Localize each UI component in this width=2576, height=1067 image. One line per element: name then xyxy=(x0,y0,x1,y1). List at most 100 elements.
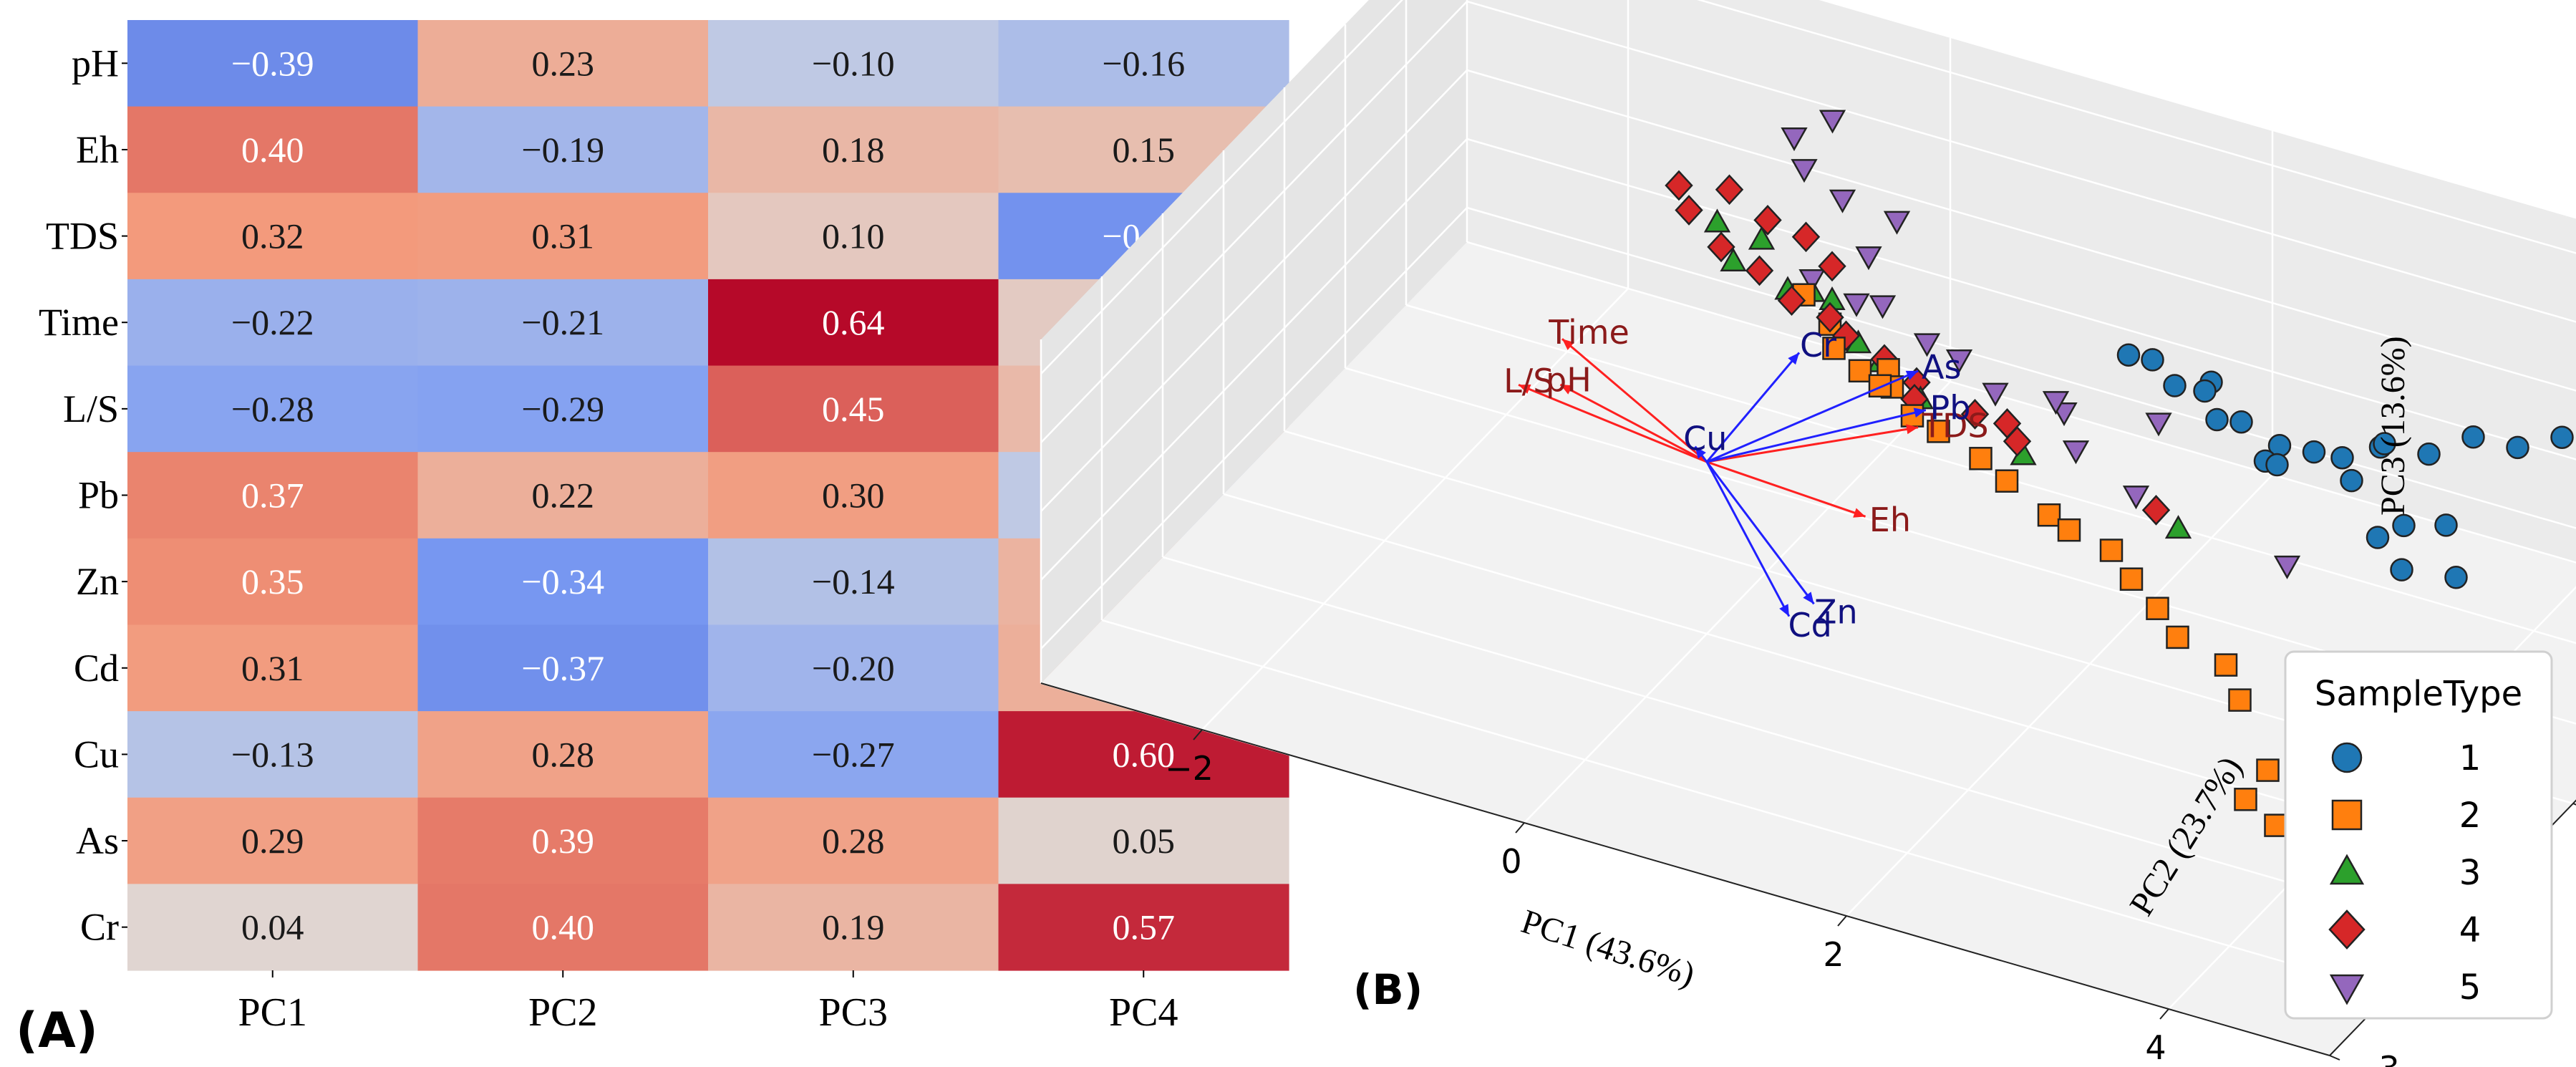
heatmap-cell xyxy=(417,797,709,884)
x-tick-label: 2 xyxy=(1823,935,1844,974)
grid-line xyxy=(1405,304,2576,644)
cell-value-label: 0.39 xyxy=(532,821,595,861)
cell-value-label: −0.39 xyxy=(231,43,314,83)
column-label-pc1: PC1 xyxy=(238,990,308,1035)
heatmap-cell xyxy=(127,365,419,453)
sample-point-type-4 xyxy=(2003,425,2032,457)
heatmap-cell xyxy=(127,452,419,539)
cell-value-label: −0.21 xyxy=(521,302,604,342)
legend: SampleType 1 2 3 4 5 xyxy=(2284,650,2553,1020)
vector-arrowhead xyxy=(1519,384,1531,394)
legend-marker-2 xyxy=(2331,799,2363,831)
vector-eh xyxy=(1706,460,1866,518)
sample-point-type-2 xyxy=(2057,518,2081,542)
x-tick-mark xyxy=(1515,822,1525,834)
sample-point-type-2 xyxy=(2214,653,2238,677)
sample-point-type-1 xyxy=(2302,440,2326,464)
grid-line xyxy=(1162,556,2452,931)
cell-value-label: 0.04 xyxy=(241,907,304,947)
heatmap-cell xyxy=(417,624,709,712)
legend-marker-5 xyxy=(2329,974,2365,1005)
legend-entry-label: 4 xyxy=(2459,910,2481,950)
cell-value-label: 0.10 xyxy=(822,216,885,256)
grid-line xyxy=(1040,69,1468,512)
column-label-pc4: PC4 xyxy=(1109,990,1178,1035)
sample-point-type-5 xyxy=(1945,349,1973,373)
heatmap-cell xyxy=(417,538,709,626)
vector-cr xyxy=(1705,352,1801,463)
row-label-eh: Eh xyxy=(76,128,119,171)
sample-point-type-3 xyxy=(1720,247,1747,271)
vector-arrowhead xyxy=(1913,407,1926,418)
heatmap-cell xyxy=(998,884,1289,971)
sample-point-type-5 xyxy=(1869,295,1897,319)
sample-point-type-2 xyxy=(2234,788,2257,811)
cell-value-label: 0.32 xyxy=(241,216,304,256)
column-label-pc2: PC2 xyxy=(528,990,598,1035)
sample-point-type-5 xyxy=(2145,412,2172,437)
cell-value-label: 0.23 xyxy=(532,43,595,83)
sample-point-type-2 xyxy=(2228,688,2252,712)
vector-cd xyxy=(1705,461,1791,617)
sample-point-type-5 xyxy=(2273,555,2301,579)
cell-value-label: 0.28 xyxy=(532,734,595,774)
sample-point-type-4 xyxy=(1665,170,1693,201)
cell-value-label: 0.28 xyxy=(822,821,885,861)
vector-arrowhead xyxy=(1561,339,1574,350)
vector-tds xyxy=(1706,426,1919,463)
vector-arrowhead xyxy=(1695,446,1706,459)
vector-label-cr: Cr xyxy=(1800,326,1836,364)
x-tick-mark xyxy=(2159,1008,2169,1020)
grid-line xyxy=(1101,619,2391,994)
sample-point-type-5 xyxy=(1883,211,1911,235)
vector-arrowhead xyxy=(1853,508,1866,518)
cell-value-label: 0.35 xyxy=(241,561,304,602)
sample-point-type-4 xyxy=(1816,301,1844,333)
heatmap-cell xyxy=(417,884,709,971)
y-tick-mark xyxy=(2572,803,2576,806)
cell-value-label: −0.22 xyxy=(231,302,314,342)
heatmap-cell xyxy=(417,106,709,193)
heatmap-cell xyxy=(417,193,709,280)
vector-label-cd: Cd xyxy=(1788,606,1831,644)
sample-point-type-1 xyxy=(2141,348,2164,372)
cell-value-label: 0.40 xyxy=(532,907,595,947)
sample-point-type-4 xyxy=(1818,251,1846,282)
vector-zn xyxy=(1705,461,1815,605)
sample-point-type-1 xyxy=(2366,526,2390,549)
sample-point-type-5 xyxy=(1798,269,1826,293)
vector-label-as: As xyxy=(1922,347,1961,386)
heatmap-cell xyxy=(417,452,709,539)
heatmap-cell xyxy=(708,279,999,367)
heatmap-cell xyxy=(417,711,709,798)
sample-point-type-5 xyxy=(1855,246,1882,271)
sample-point-type-1 xyxy=(2434,513,2458,537)
heatmap-cell xyxy=(127,106,419,193)
cell-value-label: 0.60 xyxy=(1113,734,1176,774)
3d-axis-panes xyxy=(1041,0,2576,1056)
cell-value-label: −0.28 xyxy=(231,389,314,429)
legend-items: 1 2 3 4 5 xyxy=(2328,738,2481,1008)
vector-arrowhead xyxy=(1560,385,1573,395)
grid-line xyxy=(1466,137,2576,460)
vector-label-l-s: L/S xyxy=(1504,362,1554,400)
cell-value-label: 0.31 xyxy=(532,216,595,256)
cell-value-label: 0.30 xyxy=(822,475,885,516)
cell-value-label: −0.13 xyxy=(231,734,314,774)
cell-value-label: 0.19 xyxy=(822,907,885,947)
heatmap-cell xyxy=(417,279,709,367)
sample-point-type-5 xyxy=(2042,391,2070,415)
sample-point-type-4 xyxy=(1960,399,1990,430)
sample-point-type-3 xyxy=(2164,515,2192,539)
row-label-time: Time xyxy=(39,301,119,344)
sample-point-type-2 xyxy=(2256,758,2280,782)
grid-line xyxy=(1040,1,1468,443)
sample-point-type-5 xyxy=(1781,127,1808,152)
heatmap-cell xyxy=(998,20,1289,107)
sample-point-type-4 xyxy=(2141,495,2171,526)
cell-value-label: 0.29 xyxy=(241,821,304,861)
row-label-cu: Cu xyxy=(74,733,119,776)
grid-line xyxy=(1040,0,1403,375)
cell-value-label: −0.10 xyxy=(812,43,895,83)
